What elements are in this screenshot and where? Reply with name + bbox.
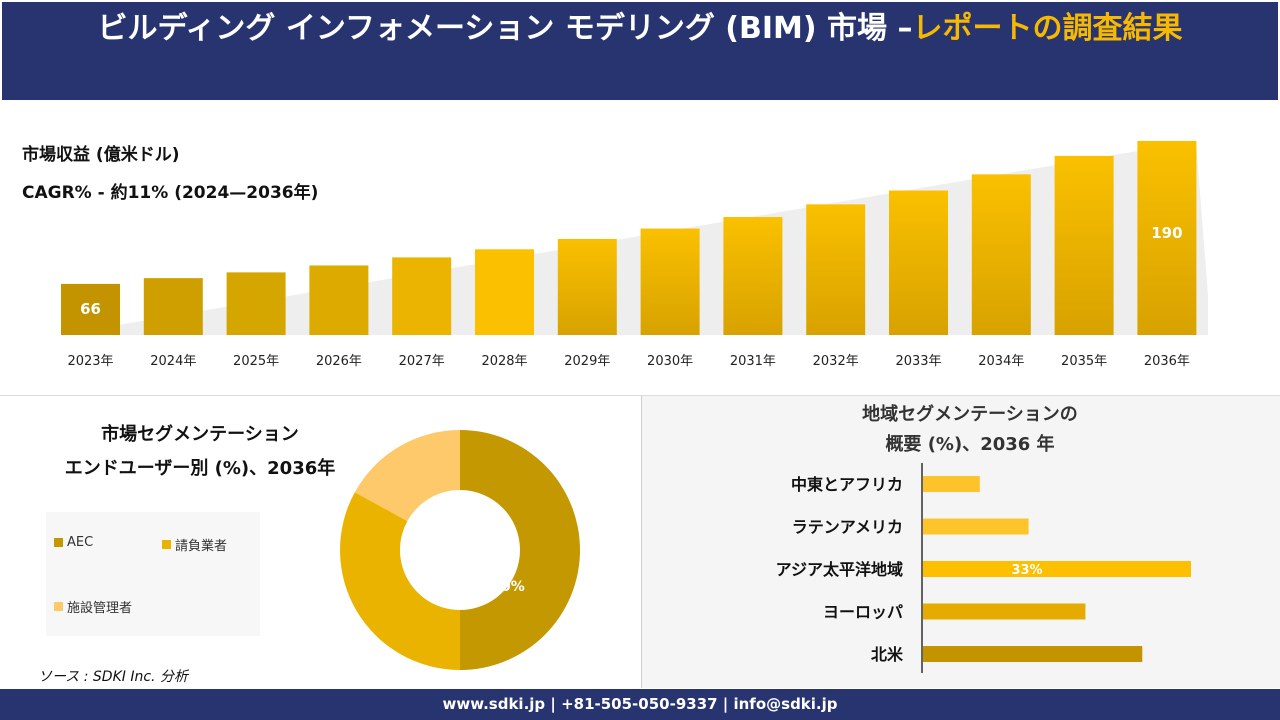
bar-data-label: 190: [1151, 224, 1182, 242]
revenue-bar: [226, 272, 286, 335]
revenue-bar: [889, 190, 948, 335]
divider: [0, 395, 1280, 396]
legend-label: 請負業者: [175, 539, 228, 554]
region-label: ラテンアメリカ: [792, 518, 903, 537]
donut-data-label: 50%: [491, 579, 525, 595]
region-label: ヨーロッパ: [823, 603, 903, 622]
donut-slice: [354, 430, 460, 522]
revenue-bar: [392, 257, 452, 335]
end-user-title-line1: 市場セグメンテーション: [101, 424, 299, 445]
x-tick-label: 2024年: [150, 354, 196, 369]
revenue-bar: [640, 228, 700, 335]
revenue-bar-chart: 2023年 66 2024年 2025年 2026年 2027年 2028年 2029年 203…: [60, 140, 1208, 369]
revenue-bar: [309, 265, 369, 335]
region-data-label: 33%: [1011, 563, 1042, 578]
revenue-bar: [475, 249, 534, 335]
region-panel: [641, 396, 1280, 688]
source-note: ソース : SDKI Inc. 分析: [38, 669, 188, 685]
region-label: アジア太平洋地域: [776, 560, 903, 579]
revenue-label: 市場収益 (億米ドル): [22, 145, 180, 165]
legend-label: 施設管理者: [67, 601, 133, 616]
revenue-bar: [557, 238, 617, 335]
revenue-bar: [143, 278, 203, 335]
x-tick-label: 2029年: [564, 354, 610, 369]
region-bar: [923, 603, 1086, 620]
region-bar: [923, 561, 1191, 577]
revenue-bar: [723, 217, 783, 335]
legend-swatch: [162, 540, 171, 549]
x-tick-label: 2034年: [978, 354, 1024, 369]
x-tick-label: 2036年: [1144, 354, 1190, 369]
x-tick-label: 2027年: [399, 354, 445, 369]
end-user-title: 市場セグメンテーション エンドユーザー別 (%)、2036年: [40, 418, 360, 486]
legend-item-aec: AEC: [54, 535, 93, 550]
header-title: ビルディング インフォメーション モデリング (BIM) 市場 –: [97, 11, 913, 46]
region-bar: [923, 476, 980, 492]
region-title-line2: 概要 (%)、2036 年: [885, 434, 1055, 455]
x-tick-label: 2033年: [895, 354, 941, 369]
x-tick-label: 2035年: [1061, 354, 1107, 369]
region-title-line1: 地域セグメンテーションの: [862, 404, 1078, 425]
header-title-highlight: レポートの調査結果: [912, 11, 1183, 46]
revenue-bar: [971, 174, 1031, 335]
legend-swatch: [54, 602, 63, 611]
revenue-bar: [61, 283, 120, 335]
end-user-title-line2: エンドユーザー別 (%)、2036年: [64, 458, 336, 479]
region-bar: [923, 646, 1143, 662]
legend-label: AEC: [67, 535, 94, 550]
region-bar: [923, 518, 1029, 535]
bar-data-label: 66: [80, 300, 101, 318]
donut-slice: [340, 492, 460, 670]
revenue-bar: [1137, 140, 1197, 335]
revenue-bar: [806, 204, 866, 335]
x-tick-label: 2031年: [730, 354, 776, 369]
legend-item-facility-manager: 施設管理者: [54, 597, 132, 616]
report-header: ビルディング インフォメーション モデリング (BIM) 市場 –レポートの調査…: [2, 2, 1278, 100]
revenue-bar: [1054, 155, 1114, 335]
footer-contact: www.sdki.jp | +81-505-050-9337 | info@sd…: [0, 689, 1280, 720]
x-tick-label: 2025年: [233, 354, 279, 369]
region-title: 地域セグメンテーションの 概要 (%)、2036 年: [790, 400, 1150, 460]
donut-slice: [460, 430, 580, 670]
x-tick-label: 2028年: [481, 354, 527, 369]
x-tick-label: 2026年: [316, 354, 362, 369]
x-tick-label: 2030年: [647, 354, 693, 369]
x-tick-label: 2023年: [67, 354, 113, 369]
donut-legend: AEC 請負業者 施設管理者: [46, 512, 260, 636]
legend-swatch: [54, 538, 63, 547]
x-tick-label: 2032年: [813, 354, 859, 369]
region-label: 北米: [871, 645, 904, 664]
legend-item-contractor: 請負業者: [162, 535, 227, 554]
region-label: 中東とアフリカ: [791, 475, 903, 494]
cagr-label: CAGR% - 約11% (2024—2036年): [22, 183, 319, 203]
end-user-donut-chart: 50%: [340, 430, 580, 670]
